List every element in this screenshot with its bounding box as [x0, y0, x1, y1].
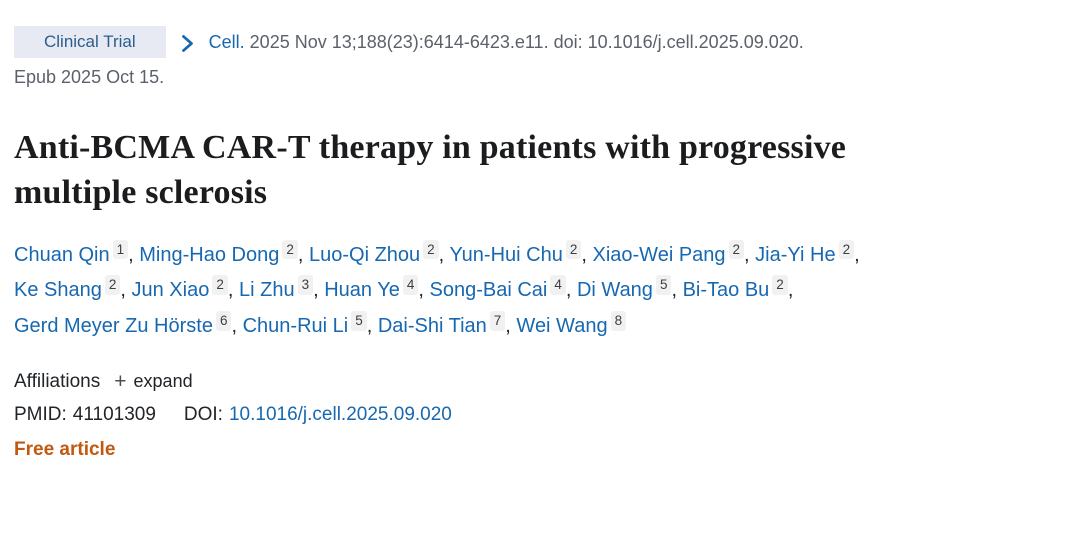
author-separator: , — [313, 279, 325, 302]
author-affiliation-superscript[interactable]: 4 — [550, 275, 566, 295]
author-link[interactable]: Gerd Meyer Zu Hörste — [14, 314, 213, 337]
author-link[interactable]: Dai-Shi Tian — [377, 314, 487, 337]
author-link[interactable]: Di Wang — [576, 279, 653, 302]
pmid-value: 41101309 — [72, 403, 156, 425]
doi-link[interactable]: 10.1016/j.cell.2025.09.020 — [228, 403, 452, 425]
article-title: Anti-BCMA CAR-T therapy in patients with… — [14, 129, 847, 211]
epub-date: Epub 2025 Oct 15. — [14, 67, 165, 87]
author-separator: , — [366, 314, 378, 337]
pmid-pair: PMID: 41101309 — [14, 404, 156, 426]
author-link[interactable]: Ke Shang — [14, 279, 102, 302]
author-link[interactable]: Chun-Rui Li — [242, 314, 349, 337]
author-separator: , — [231, 314, 243, 337]
author-affiliation-superscript[interactable]: 8 — [610, 310, 627, 331]
author-affiliation-superscript[interactable]: 5 — [655, 275, 672, 295]
author-link[interactable]: Song-Bai Cai — [429, 279, 548, 302]
author-link[interactable]: Bi-Tao Bu — [682, 279, 770, 302]
author-affiliation-superscript[interactable]: 4 — [402, 275, 419, 295]
author-separator: , — [505, 314, 517, 337]
author-affiliation-superscript[interactable]: 1 — [112, 239, 129, 260]
affiliations-expand-button[interactable]: + expand — [114, 371, 192, 392]
author-link[interactable]: Li Zhu — [238, 279, 295, 302]
citation-text: Cell. 2025 Nov 13;188(23):6414-6423.e11.… — [209, 32, 804, 53]
authors-list: Chuan Qin 1, Ming-Hao Dong 2, Luo-Qi Zhou 2… — [14, 238, 1059, 345]
doi-pair: DOI: 10.1016/j.cell.2025.09.020 — [184, 404, 452, 426]
author-link[interactable]: Jia-Yi He — [755, 243, 836, 266]
identifiers-row: PMID: 41101309 DOI: 10.1016/j.cell.2025.… — [14, 404, 1060, 426]
expand-label: expand — [133, 371, 193, 392]
pmid-label: PMID: — [14, 403, 67, 425]
author-affiliation-superscript[interactable]: 2 — [104, 275, 121, 295]
journal-link[interactable]: Cell. — [208, 31, 245, 52]
author-separator: , — [418, 279, 430, 302]
plus-icon: + — [114, 370, 127, 394]
author-link[interactable]: Wei Wang — [516, 314, 608, 337]
author-separator: , — [565, 279, 577, 302]
author-affiliation-superscript[interactable]: 5 — [351, 310, 367, 331]
author-separator: , — [787, 279, 794, 302]
author-affiliation-superscript[interactable]: 2 — [838, 239, 855, 260]
author-link[interactable]: Yun-Hui Chu — [449, 243, 563, 266]
author-affiliation-superscript[interactable]: 2 — [212, 275, 228, 295]
author-affiliation-superscript[interactable]: 2 — [728, 239, 745, 260]
author-affiliation-superscript[interactable]: 3 — [297, 275, 314, 295]
author-separator: , — [128, 243, 140, 266]
author-link[interactable]: Chuan Qin — [14, 243, 110, 266]
doi-label: DOI: — [183, 403, 223, 425]
author-link[interactable]: Jun Xiao — [131, 279, 210, 302]
author-affiliation-superscript[interactable]: 2 — [282, 239, 298, 260]
author-separator: , — [438, 243, 450, 266]
author-link[interactable]: Ming-Hao Dong — [139, 243, 280, 266]
publication-type-badge[interactable]: Clinical Trial — [14, 26, 166, 58]
author-affiliation-superscript[interactable]: 6 — [215, 310, 232, 331]
author-link[interactable]: Huan Ye — [324, 279, 400, 302]
author-separator: , — [227, 279, 239, 302]
affiliations-label: Affiliations — [14, 370, 101, 392]
author-affiliation-superscript[interactable]: 2 — [772, 275, 788, 295]
author-link[interactable]: Luo-Qi Zhou — [308, 243, 421, 266]
author-separator: , — [854, 243, 860, 266]
author-separator: , — [297, 243, 309, 266]
affiliations-row: Affiliations + expand — [14, 371, 1060, 393]
author-affiliation-superscript[interactable]: 2 — [565, 239, 582, 260]
author-separator: , — [744, 243, 756, 266]
author-separator: , — [671, 279, 683, 302]
citation-meta: 2025 Nov 13;188(23):6414-6423.e11. doi: … — [249, 31, 804, 52]
chevron-right-icon — [181, 34, 194, 53]
author-affiliation-superscript[interactable]: 2 — [423, 239, 439, 260]
author-affiliation-superscript[interactable]: 7 — [489, 310, 506, 331]
author-separator: , — [581, 243, 593, 266]
author-link[interactable]: Xiao-Wei Pang — [592, 243, 726, 266]
free-article-label: Free article — [14, 438, 116, 460]
author-separator: , — [120, 279, 132, 302]
citation-row: Clinical Trial Cell. 2025 Nov 13;188(23)… — [14, 26, 1060, 58]
pubmed-article-header: Clinical Trial Cell. 2025 Nov 13;188(23)… — [14, 26, 1060, 460]
